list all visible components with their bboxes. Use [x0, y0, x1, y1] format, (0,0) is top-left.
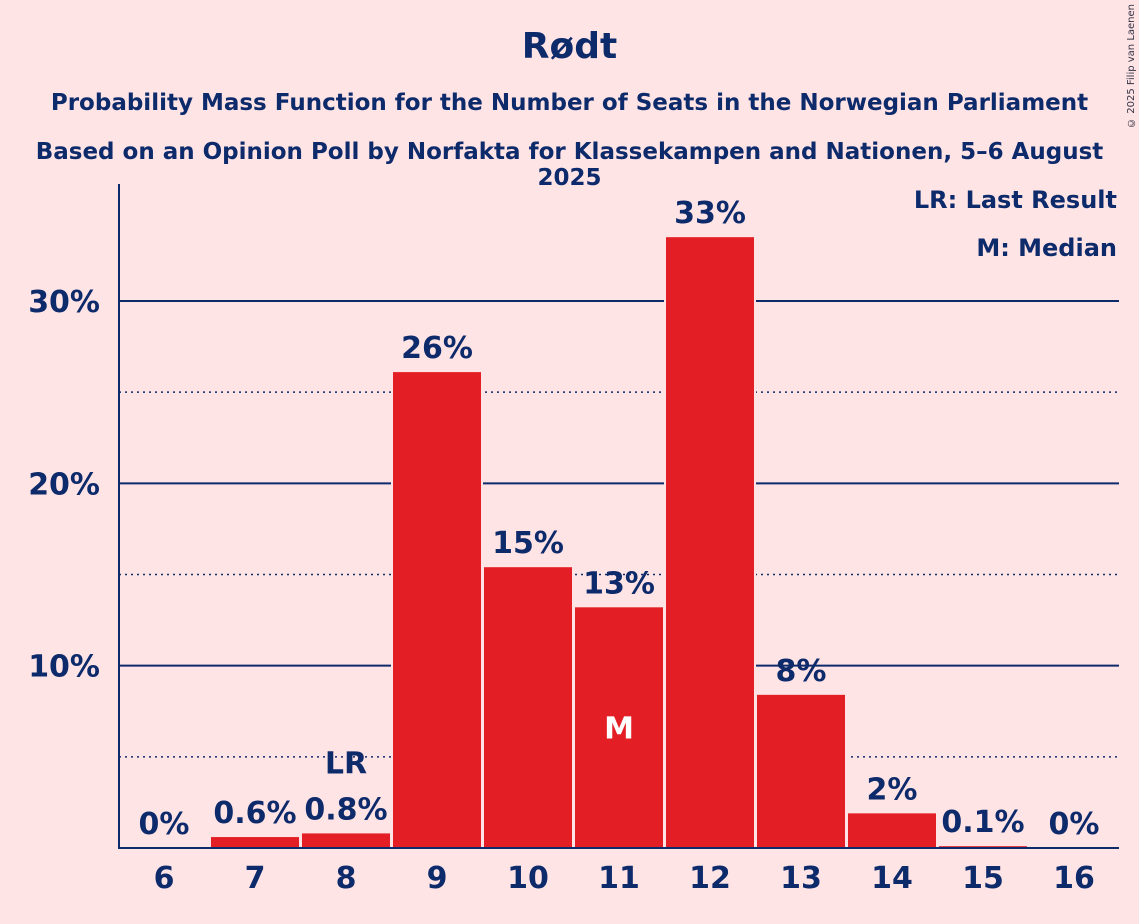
bar	[575, 607, 663, 848]
data-label: 0%	[139, 807, 190, 842]
data-label: 0.8%	[304, 792, 387, 827]
data-label: 13%	[583, 566, 655, 601]
x-tick-label: 13	[780, 861, 822, 896]
x-tick-label: 16	[1053, 861, 1095, 896]
data-label: 0%	[1049, 807, 1100, 842]
bar	[302, 833, 390, 848]
data-label: 0.1%	[941, 805, 1024, 840]
data-label: 2%	[867, 772, 918, 807]
y-tick-label: 30%	[28, 285, 100, 320]
data-label: 8%	[776, 654, 827, 689]
last-result-marker: LR	[325, 746, 367, 781]
legend-last-result: LR: Last Result	[913, 186, 1117, 214]
x-tick-label: 9	[427, 861, 448, 896]
bar	[757, 694, 845, 848]
bar	[666, 237, 754, 848]
chart-subtitle: Probability Mass Function for the Number…	[50, 90, 1089, 116]
chart-title: Rødt	[521, 26, 618, 67]
x-tick-label: 6	[154, 861, 175, 896]
y-tick-label: 20%	[28, 467, 100, 502]
bar	[484, 567, 572, 848]
median-marker: M	[604, 712, 634, 747]
x-tick-label: 11	[598, 861, 640, 896]
x-tick-label: 14	[871, 861, 913, 896]
x-tick-label: 10	[507, 861, 549, 896]
x-tick-label: 7	[245, 861, 266, 896]
bar	[848, 813, 936, 848]
data-label: 0.6%	[213, 796, 296, 831]
bar	[393, 372, 481, 848]
bar-gap	[937, 844, 1029, 848]
y-tick-label: 10%	[28, 650, 100, 685]
data-label: 15%	[492, 526, 564, 561]
data-label: 26%	[401, 331, 473, 366]
chart-subtitle-source: Based on an Opinion Poll by Norfakta for…	[35, 139, 1104, 191]
x-tick-label: 15	[962, 861, 1004, 896]
bar	[211, 837, 299, 848]
x-tick-label: 12	[689, 861, 731, 896]
legend-median: M: Median	[976, 234, 1117, 262]
data-label: 33%	[674, 196, 746, 231]
x-tick-label: 8	[336, 861, 357, 896]
